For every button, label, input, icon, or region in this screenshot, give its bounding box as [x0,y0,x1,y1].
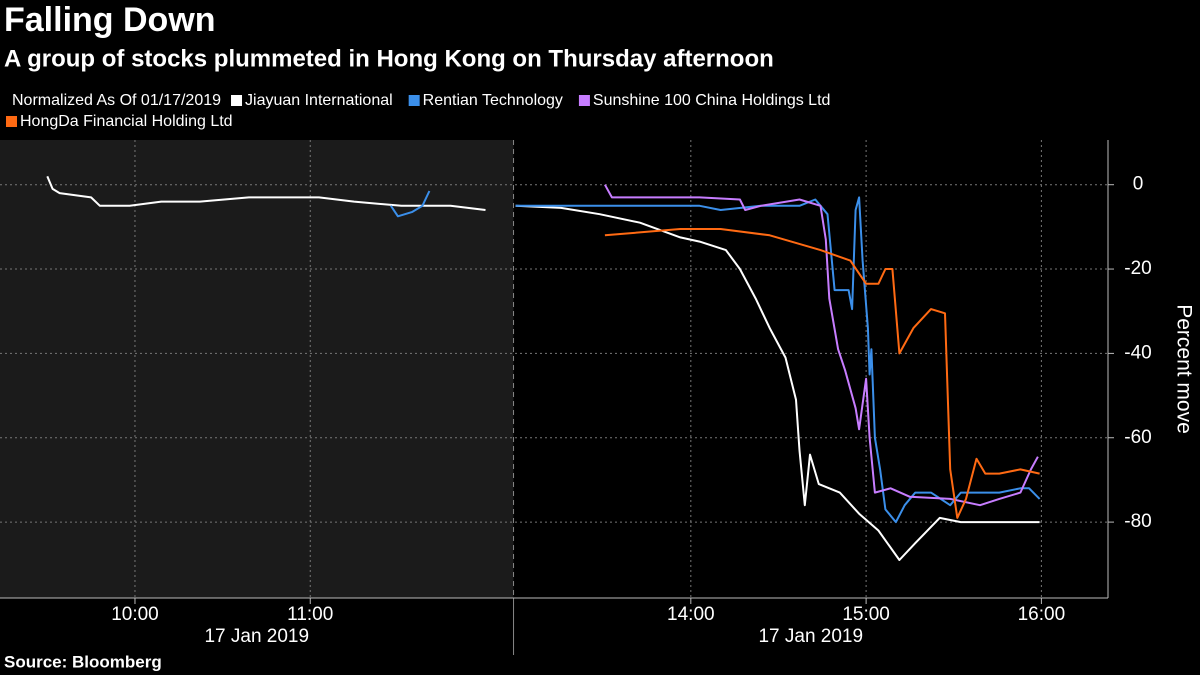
y-tick-label: -80 [1124,511,1151,532]
legend-item: Jiayuan International [231,92,393,109]
legend-item: Rentian Technology [408,92,563,109]
chart-subtitle: A group of stocks plummeted in Hong Kong… [4,45,774,72]
y-tick-label: -40 [1124,342,1151,363]
y-tick-label: -20 [1124,258,1151,279]
series-line [390,190,1041,524]
legend-swatch [578,95,590,106]
legend-title: Normalized As Of 01/17/2019 [12,92,221,109]
legend-label: Jiayuan International [245,92,393,109]
source: Source: Bloomberg [4,652,162,671]
series-line [46,175,1040,561]
legend-label: HongDa Financial Holding Ltd [20,113,233,130]
legend-swatch [6,116,17,127]
legend-swatch [408,95,420,106]
legend-label: Rentian Technology [423,92,563,109]
y-tick-label: -60 [1124,427,1151,448]
x-tick-label: 16:00 [1018,604,1066,625]
series-line [604,228,1040,519]
legend-item: HongDa Financial Holding Ltd [6,113,233,130]
legend-swatch [231,95,243,106]
x-tick-label: 10:00 [111,604,159,625]
x-date-label: 17 Jan 2019 [204,626,309,647]
y-tick-label: 0 [1133,174,1144,195]
y-axis-label: Percent move [1172,304,1195,434]
x-tick-label: 14:00 [667,604,715,625]
x-tick-label: 15:00 [842,604,890,625]
session-shade [0,140,514,598]
legend: Normalized As Of 01/17/2019 Jiayuan Inter… [6,92,830,130]
chart-title: Falling Down [4,1,216,39]
legend-label: Sunshine 100 China Holdings Ltd [593,92,831,109]
x-tick-label: 11:00 [287,604,333,625]
legend-item: Sunshine 100 China Holdings Ltd [578,92,831,109]
x-date-label: 17 Jan 2019 [758,626,863,647]
series-line [604,184,1039,507]
